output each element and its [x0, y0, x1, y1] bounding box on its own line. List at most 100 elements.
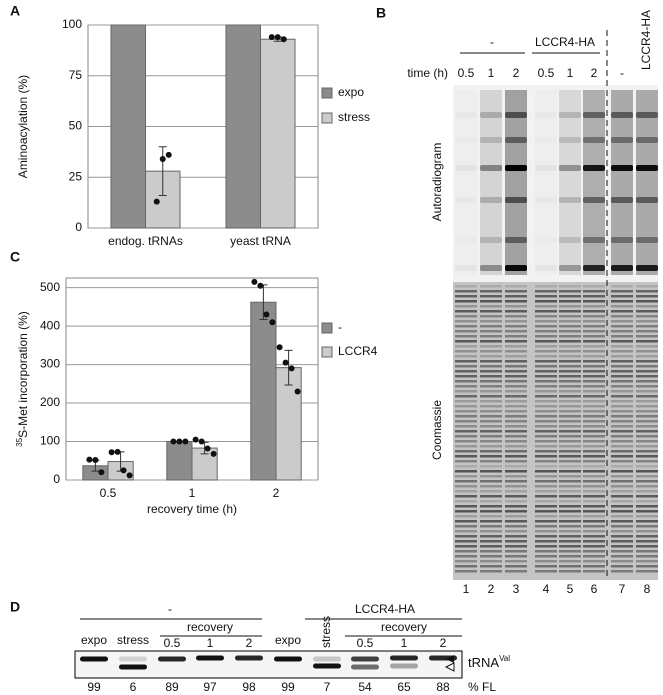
lane-number: 5 — [567, 582, 574, 596]
coomassie-band — [583, 455, 605, 458]
time-value: 2 — [513, 66, 520, 80]
coomassie-band — [480, 345, 502, 348]
coomassie-band — [535, 460, 557, 463]
y-axis-label-text: Aminoacylation (%) — [16, 75, 30, 178]
coomassie-band — [480, 515, 502, 518]
coomassie-band — [535, 290, 557, 293]
legend-label: stress — [338, 110, 370, 124]
coomassie-band — [505, 415, 527, 418]
coomassie-band — [583, 320, 605, 323]
coomassie-band — [455, 535, 477, 538]
coomassie-band — [636, 320, 658, 323]
coomassie-band — [455, 340, 477, 343]
coomassie-band — [559, 570, 581, 573]
coomassie-band — [611, 440, 633, 443]
coomassie-band — [505, 400, 527, 403]
coomassie-band — [505, 500, 527, 503]
lane-band — [455, 137, 477, 143]
coomassie-band — [505, 505, 527, 508]
panel-label: B — [376, 5, 386, 21]
coomassie-band — [583, 360, 605, 363]
coomassie-band — [535, 550, 557, 553]
coomassie-band — [455, 300, 477, 303]
coomassie-band — [583, 445, 605, 448]
coomassie-band — [583, 550, 605, 553]
coomassie-band — [611, 560, 633, 563]
coomassie-band — [636, 445, 658, 448]
coomassie-band — [636, 355, 658, 358]
coomassie-band — [505, 300, 527, 303]
coomassie-band — [559, 380, 581, 383]
coomassie-band — [636, 335, 658, 338]
lane-band — [535, 237, 557, 243]
data-point — [114, 448, 121, 455]
coomassie-band — [505, 330, 527, 333]
panel-label: D — [10, 599, 20, 615]
time-value: 1 — [567, 66, 574, 80]
coomassie-band — [611, 290, 633, 293]
coomassie-band — [559, 405, 581, 408]
coomassie-band — [611, 465, 633, 468]
coomassie-band — [480, 335, 502, 338]
coomassie-band — [455, 305, 477, 308]
coomassie-band — [535, 305, 557, 308]
coomassie-band — [480, 355, 502, 358]
lane-band — [636, 137, 658, 143]
coomassie-band — [611, 325, 633, 328]
y-tick-label: 300 — [40, 357, 60, 371]
coomassie-band — [505, 320, 527, 323]
coomassie-band — [636, 470, 658, 473]
coomassie-band — [535, 315, 557, 318]
coomassie-band — [583, 545, 605, 548]
lane-band — [636, 197, 658, 203]
coomassie-band — [636, 305, 658, 308]
lane-band — [535, 137, 557, 143]
coomassie-band — [505, 555, 527, 558]
coomassie-band — [480, 535, 502, 538]
coomassie-band — [636, 495, 658, 498]
coomassie-band — [505, 355, 527, 358]
data-point — [165, 151, 172, 158]
coomassie-band — [583, 380, 605, 383]
coomassie-band — [583, 460, 605, 463]
lane-band — [505, 112, 527, 118]
coomassie-band — [611, 300, 633, 303]
coomassie-band — [455, 510, 477, 513]
coomassie-band — [455, 400, 477, 403]
coomassie-band — [535, 500, 557, 503]
coomassie-band — [559, 360, 581, 363]
data-point — [263, 311, 270, 318]
coomassie-band — [480, 395, 502, 398]
coomassie-band — [535, 505, 557, 508]
fl-value: 98 — [242, 680, 256, 694]
coomassie-band — [535, 285, 557, 288]
coomassie-band — [455, 350, 477, 353]
lane-band — [611, 112, 633, 118]
coomassie-band — [611, 415, 633, 418]
coomassie-band — [583, 535, 605, 538]
data-point — [170, 438, 177, 445]
coomassie-band — [611, 485, 633, 488]
arrowhead-open — [444, 662, 455, 672]
coomassie-band — [611, 445, 633, 448]
coomassie-band — [611, 305, 633, 308]
lane-band — [636, 237, 658, 243]
coomassie-band — [559, 325, 581, 328]
lane-smear — [583, 90, 605, 275]
y-tick-label: 100 — [40, 434, 60, 448]
coomassie-band — [535, 445, 557, 448]
lane-band — [559, 237, 581, 243]
coomassie-band — [505, 430, 527, 433]
coomassie-band — [636, 350, 658, 353]
fl-value: 7 — [324, 680, 331, 694]
coomassie-band — [559, 435, 581, 438]
coomassie-band — [455, 450, 477, 453]
coomassie-band — [455, 415, 477, 418]
coomassie-band — [611, 505, 633, 508]
lane-band — [480, 112, 502, 118]
coomassie-band — [455, 480, 477, 483]
coomassie-band — [611, 315, 633, 318]
coomassie-band — [559, 465, 581, 468]
coomassie-band — [583, 335, 605, 338]
